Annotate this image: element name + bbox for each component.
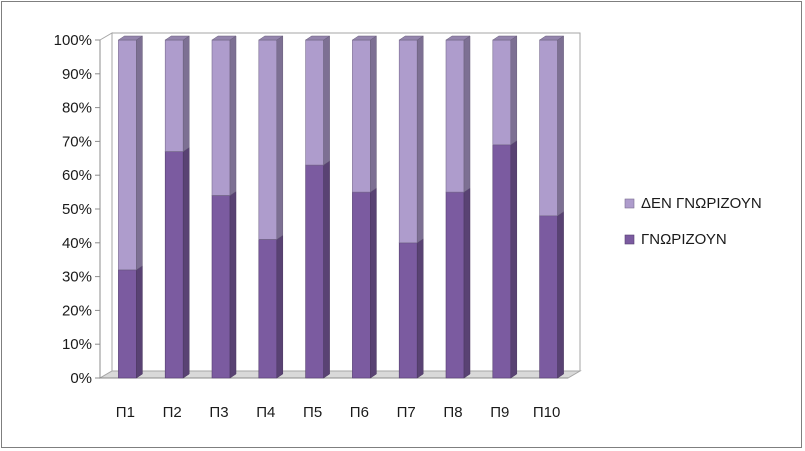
bar-Π3-unknown <box>211 35 237 196</box>
legend: ΔΕΝ ΓΝΩΡΙΖΟΥΝ ΓΝΩΡΙΖΟΥΝ <box>624 195 762 248</box>
y-axis-ticks: 0% 10% 20% 30% 40% 50% 60% 70% 80% 90% 100% <box>54 32 100 387</box>
bar-Π4-unknown <box>257 35 284 240</box>
bar-Π5-known <box>304 160 331 379</box>
y-tick-label: 30% <box>62 269 92 286</box>
bar-Π10-known <box>538 211 565 379</box>
y-tick-label: 60% <box>62 167 92 184</box>
bar-Π4-known <box>257 234 284 379</box>
legend-item: ΔΕΝ ΓΝΩΡΙΖΟΥΝ <box>624 195 762 212</box>
y-tick-label: 10% <box>62 336 92 353</box>
bar-Π8-known <box>445 187 471 379</box>
x-axis-ticks: Π1 Π2 Π3 Π4 Π5 Π6 Π7 Π8 Π9 Π10 <box>116 404 561 421</box>
x-tick-label: Π6 <box>350 404 369 421</box>
legend-swatch <box>624 234 635 245</box>
y-tick-label: 20% <box>62 302 92 319</box>
legend-swatch <box>624 198 635 209</box>
x-tick-label: Π5 <box>303 404 322 421</box>
bar-Π9-known <box>491 140 518 379</box>
y-tick-label: 90% <box>62 66 92 83</box>
bar-Π1-unknown <box>117 35 144 271</box>
x-tick-label: Π2 <box>163 404 182 421</box>
bar-Π3-known <box>211 191 237 379</box>
x-tick-label: Π4 <box>256 404 275 421</box>
bar-Π8-unknown <box>445 35 471 193</box>
side-wall <box>99 32 113 379</box>
y-tick-label: 0% <box>70 370 92 387</box>
bar-Π5-unknown <box>304 35 331 166</box>
legend-item: ΓΝΩΡΙΖΟΥΝ <box>624 231 727 248</box>
bar-Π10-unknown <box>538 35 565 217</box>
bar-Π2-unknown <box>164 35 191 153</box>
bar-Π7-unknown <box>398 35 425 244</box>
bar-Π1-known <box>117 265 144 379</box>
y-tick-label: 70% <box>62 133 92 150</box>
y-tick-label: 40% <box>62 235 92 252</box>
bars <box>117 35 565 379</box>
y-tick-label: 80% <box>62 100 92 117</box>
bar-Π9-unknown <box>491 35 518 146</box>
legend-label: ΓΝΩΡΙΖΟΥΝ <box>641 231 727 248</box>
bar-Π7-known <box>398 238 425 379</box>
x-tick-label: Π8 <box>443 404 462 421</box>
bar-Π6-unknown <box>351 35 378 193</box>
x-tick-label: Π9 <box>490 404 509 421</box>
x-tick-label: Π7 <box>397 404 416 421</box>
legend-label: ΔΕΝ ΓΝΩΡΙΖΟΥΝ <box>641 195 762 212</box>
y-tick-label: 50% <box>62 201 92 218</box>
x-tick-label: Π1 <box>116 404 135 421</box>
bar-Π6-known <box>351 187 378 379</box>
y-tick-label: 100% <box>54 32 92 49</box>
x-tick-label: Π3 <box>209 404 228 421</box>
x-tick-label: Π10 <box>533 404 561 421</box>
bar-Π2-known <box>164 147 191 379</box>
